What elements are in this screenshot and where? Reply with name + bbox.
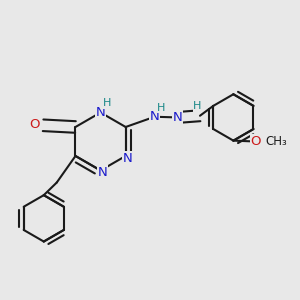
Text: H: H (103, 98, 112, 108)
Text: CH₃: CH₃ (265, 135, 287, 148)
Text: O: O (250, 135, 261, 148)
Text: H: H (157, 103, 165, 113)
Text: N: N (150, 110, 160, 123)
Text: N: N (123, 152, 133, 164)
Text: H: H (193, 101, 201, 111)
Text: O: O (30, 118, 40, 131)
Text: N: N (173, 111, 183, 124)
Text: N: N (98, 166, 107, 179)
Text: N: N (96, 106, 105, 119)
